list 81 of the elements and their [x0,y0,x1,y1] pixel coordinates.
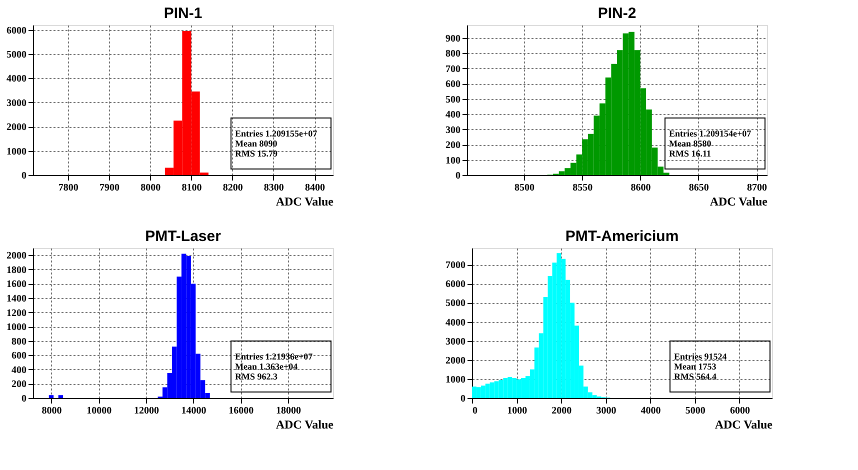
x-axis-title: ADC Value [714,418,774,432]
y-tick-label: 800 [446,48,460,60]
annotation: RMS 962.3 [235,372,278,382]
y-tick-label: 7000 [446,260,466,272]
y-tick-label: 0 [456,170,460,182]
x-tick-label: 8650 [688,182,709,194]
x-tick-label: 7900 [100,182,120,194]
y-tick-label: 6000 [6,25,26,36]
x-tick-label: 5000 [685,406,706,416]
annotation: Mean 1753 [674,362,717,372]
annotation: RMS 16.11 [669,148,712,158]
x-tick-label: 4000 [640,406,661,416]
x-tick-label: 8300 [264,182,284,194]
x-axis-title: ADC Value [710,194,768,208]
y-tick-label: 1000 [6,322,26,334]
x-tick-label: 18000 [276,406,302,416]
y-tick-label: 200 [446,140,460,152]
annotation: RMS 564.4 [674,372,717,382]
y-tick-label: 900 [446,33,460,44]
x-tick-label: 8200 [222,182,243,194]
y-tick-label: 2000 [6,122,26,134]
y-tick-label: 3000 [446,336,466,348]
y-tick-label: 0 [460,394,466,404]
y-tick-label: 3000 [6,98,26,109]
annotation: Entries 1.209154e+07 [669,128,752,138]
x-tick-label: 8500 [514,182,534,194]
y-tick-label: 4000 [6,74,26,85]
x-tick-label: 8400 [305,182,326,194]
x-tick-label: 0 [472,406,478,416]
x-tick-label: 2000 [552,406,572,416]
y-tick-label: 1000 [446,374,466,386]
y-tick-label: 1400 [6,294,26,304]
x-tick-label: 8100 [182,182,202,194]
y-tick-label: 1200 [6,308,26,319]
annotation: Entries 1.21936e+07 [235,352,314,362]
y-tick-label: 6000 [446,279,466,290]
y-tick-label: 4000 [446,317,466,328]
y-tick-label: 400 [12,364,26,376]
y-tick-label: 1600 [6,279,26,290]
x-tick-label: 8000 [140,182,161,194]
y-tick-label: 400 [446,110,460,121]
x-axis-title: ADC Value [276,418,334,432]
y-tick-label: 0 [22,394,26,404]
annotation: Mean 8580 [669,138,712,148]
x-tick-label: 1000 [507,406,528,416]
y-tick-label: 2000 [6,250,26,262]
y-tick-label: 1800 [6,264,26,276]
y-tick-label: 300 [446,124,460,136]
x-tick-label: 7800 [58,182,78,194]
chart-title: PMT-Americium [565,228,679,245]
y-tick-label: 5000 [446,298,466,310]
y-tick-label: 600 [12,350,26,362]
y-tick-label: 5000 [6,50,26,61]
y-tick-label: 500 [446,94,460,106]
x-tick-label: 8600 [630,182,651,194]
x-tick-label: 14000 [181,406,206,416]
chart-title: PMT-Laser [145,228,222,245]
annotation: Mean 8090 [235,138,278,148]
y-tick-label: 0 [22,170,26,182]
y-tick-label: 700 [446,64,460,75]
chart-title: PIN-2 [598,5,636,22]
annotation: Entries 91524 [674,352,728,362]
x-tick-label: 12000 [134,406,159,416]
annotation: Mean 1.363e+04 [235,362,298,372]
x-tick-label: 3000 [596,406,616,416]
y-tick-label: 200 [12,379,26,390]
y-tick-label: 2000 [446,355,466,366]
x-tick-label: 16000 [228,406,254,416]
x-tick-label: 6000 [730,406,750,416]
x-tick-label: 8700 [747,182,768,194]
y-tick-label: 800 [12,336,26,348]
x-tick-label: 8000 [42,406,62,416]
y-tick-label: 100 [446,155,460,166]
y-tick-label: 1000 [6,146,26,158]
y-tick-label: 600 [446,79,460,90]
annotation: RMS 15.79 [235,148,278,158]
x-axis-title: ADC Value [276,194,334,208]
annotation: Entries 1.209155e+07 [235,128,318,138]
x-tick-label: 8550 [572,182,593,194]
x-tick-label: 10000 [86,406,112,416]
chart-title: PIN-1 [164,4,202,22]
